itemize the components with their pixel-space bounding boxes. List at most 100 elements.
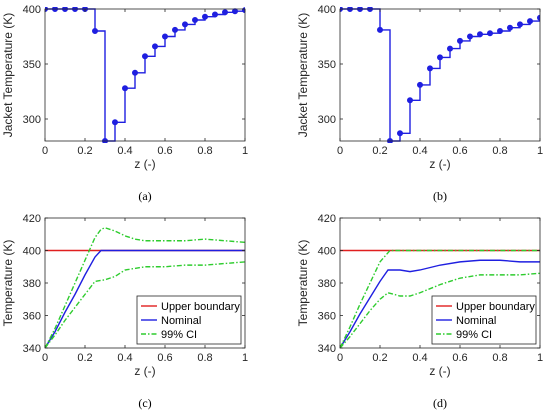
- data-point: [466, 33, 473, 40]
- y-tick-label: 340: [318, 343, 336, 355]
- x-tick-label: 1: [537, 145, 543, 157]
- data-point: [201, 13, 208, 20]
- y-tick-label: 420: [318, 213, 336, 225]
- data-point: [527, 18, 534, 25]
- panel-caption: (b): [433, 189, 447, 203]
- data-point: [92, 27, 99, 34]
- panel-caption: (d): [433, 396, 447, 410]
- legend-entry: Nominal: [456, 315, 496, 327]
- legend: Upper boundary Nominal 99% CI: [431, 295, 537, 345]
- series-group: [340, 7, 540, 143]
- y-tick-label: 360: [23, 311, 41, 323]
- legend-entry: Upper boundary: [456, 301, 535, 313]
- y-axis-label: Temperature (K): [296, 240, 310, 327]
- x-tick-label: 0: [337, 145, 343, 157]
- panel-caption: (c): [138, 396, 151, 410]
- data-point: [141, 53, 148, 60]
- data-point: [191, 16, 198, 23]
- y-tick-label: 400: [23, 4, 41, 16]
- data-point: [161, 33, 168, 40]
- x-tick-label: 0.8: [492, 145, 507, 157]
- data-point: [131, 69, 138, 76]
- x-tick-label: 0.8: [492, 352, 507, 364]
- data-point: [181, 21, 188, 28]
- data-point: [436, 54, 443, 61]
- data-point: [416, 81, 423, 88]
- axes-box: [44, 8, 246, 142]
- data-point: [396, 130, 403, 137]
- x-axis-label: z (-): [134, 364, 155, 378]
- plot-area: [45, 9, 245, 141]
- data-point: [211, 11, 218, 18]
- ci-line: [45, 261, 245, 349]
- legend-entry: Nominal: [161, 315, 201, 327]
- y-tick-label: 400: [318, 4, 336, 16]
- data-point: [496, 27, 503, 34]
- y-tick-label: 350: [23, 59, 41, 71]
- x-tick-label: 0.4: [117, 352, 132, 364]
- x-axis-label: z (-): [429, 364, 450, 378]
- data-point: [122, 85, 129, 92]
- x-tick-label: 0.2: [77, 145, 92, 157]
- ci-line: [45, 227, 245, 349]
- x-tick-label: 0.2: [77, 352, 92, 364]
- x-tick-label: 0.4: [117, 145, 132, 157]
- nominal-line: [45, 249, 245, 349]
- y-tick-label: 380: [23, 278, 41, 290]
- x-tick-label: 0.6: [157, 145, 172, 157]
- data-point: [537, 14, 540, 21]
- x-tick-label: 0.8: [197, 352, 212, 364]
- data-point: [517, 21, 524, 28]
- panel-a: 0 0.2 0.4 0.6 0.8 1 300 350 400 z (-) Jacket Tempe…: [1, 4, 248, 203]
- x-axis-label: z (-): [429, 157, 450, 171]
- y-tick-label: 350: [318, 59, 336, 71]
- data-point: [112, 119, 119, 126]
- x-tick-label: 1: [242, 352, 248, 364]
- panel-caption: (a): [138, 189, 151, 203]
- y-tick-label: 400: [318, 246, 336, 258]
- series-group: [340, 249, 540, 349]
- ci-line: [340, 272, 540, 349]
- data-point: [406, 97, 413, 104]
- data-point: [446, 45, 453, 52]
- legend-entry: 99% CI: [161, 329, 197, 341]
- data-point: [456, 37, 463, 44]
- x-tick-label: 0.6: [452, 352, 467, 364]
- data-point: [171, 26, 178, 33]
- x-tick-label: 0: [337, 352, 343, 364]
- y-tick-label: 380: [318, 278, 336, 290]
- y-tick-label: 300: [23, 114, 41, 126]
- legend-entry: Upper boundary: [161, 301, 240, 313]
- data-point: [426, 65, 433, 72]
- x-tick-label: 0: [42, 352, 48, 364]
- data-point: [221, 9, 228, 16]
- x-tick-label: 0.8: [197, 145, 212, 157]
- nominal-line: [340, 259, 540, 349]
- series-group: [45, 227, 245, 349]
- data-point: [151, 43, 158, 50]
- x-tick-label: 0.4: [412, 352, 427, 364]
- ci-line: [340, 249, 540, 349]
- data-point: [506, 24, 513, 31]
- x-tick-label: 0.6: [452, 145, 467, 157]
- panel-b: 0 0.2 0.4 0.6 0.8 1 300 350 400 z (-) Jacket Tempe…: [296, 4, 543, 203]
- y-tick-label: 300: [318, 114, 336, 126]
- data-point: [376, 26, 383, 33]
- x-tick-label: 1: [537, 352, 543, 364]
- panel-d: 0 0.2 0.4 0.6 0.8 1 340 360 380 400 420 z (-) Temper…: [296, 213, 543, 410]
- y-tick-label: 340: [23, 343, 41, 355]
- y-tick-label: 360: [318, 311, 336, 323]
- legend-entry: 99% CI: [456, 329, 492, 341]
- data-point: [476, 31, 483, 38]
- legend-box: [136, 295, 242, 345]
- y-tick-label: 400: [23, 246, 41, 258]
- y-axis-label: Temperature (K): [1, 240, 15, 327]
- panel-c: 0 0.2 0.4 0.6 0.8 1 340 360 380 400 420 z (-) Temper…: [1, 213, 248, 410]
- y-tick-label: 420: [23, 213, 41, 225]
- series-group: [45, 7, 245, 143]
- x-tick-label: 1: [242, 145, 248, 157]
- x-tick-label: 0.2: [372, 352, 387, 364]
- data-point: [486, 30, 493, 37]
- x-tick-label: 0.6: [157, 352, 172, 364]
